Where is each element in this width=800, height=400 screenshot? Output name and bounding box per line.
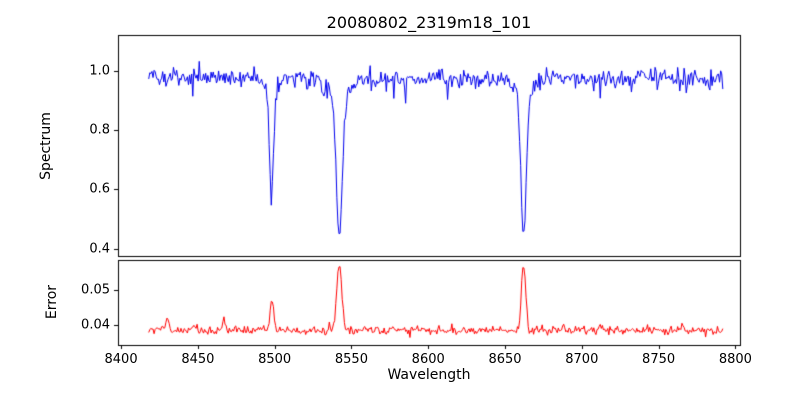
x-tick-label: 8800 xyxy=(718,352,752,367)
spectrum-y-tick-label: 0.6 xyxy=(89,181,110,197)
spectrum-y-tick-label: 0.8 xyxy=(89,122,110,138)
spectrum-y-tick-label: 1.0 xyxy=(89,63,110,79)
spectrum-y-tick-label: 0.4 xyxy=(89,241,110,257)
x-tick-label: 8400 xyxy=(104,352,138,367)
error-y-tick-label: 0.05 xyxy=(81,282,110,298)
x-tick-label: 8450 xyxy=(181,352,215,367)
x-tick-label: 8700 xyxy=(565,352,599,367)
y-axis-label-spectrum: Spectrum xyxy=(38,112,54,180)
x-axis-label: Wavelength xyxy=(387,367,471,383)
y-axis-label-error: Error xyxy=(44,284,60,320)
x-tick-label: 8750 xyxy=(642,352,676,367)
error-y-tick-label: 0.04 xyxy=(81,317,110,333)
x-tick-label: 8500 xyxy=(258,352,292,367)
x-tick-label: 8600 xyxy=(411,352,445,367)
plot-title: 20080802_2319m18_101 xyxy=(326,13,532,32)
x-tick-label: 8550 xyxy=(334,352,368,367)
x-tick-label: 8650 xyxy=(488,352,522,367)
